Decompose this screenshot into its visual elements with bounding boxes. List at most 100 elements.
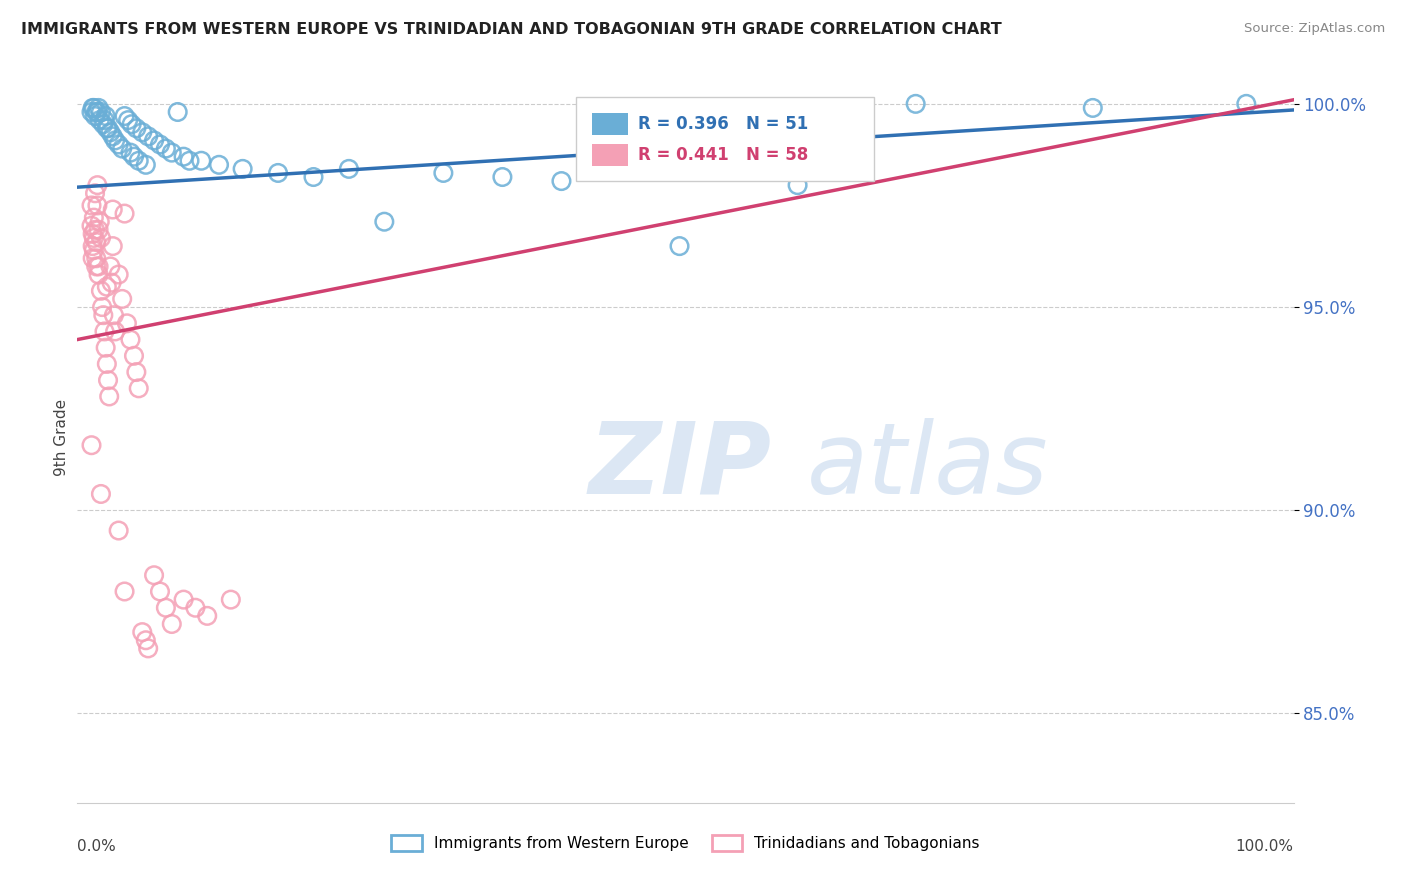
Text: IMMIGRANTS FROM WESTERN EUROPE VS TRINIDADIAN AND TOBAGONIAN 9TH GRADE CORRELATI: IMMIGRANTS FROM WESTERN EUROPE VS TRINID… <box>21 22 1002 37</box>
Point <box>84 235 107 249</box>
Point <box>195 608 218 623</box>
Point <box>82 252 104 266</box>
FancyBboxPatch shape <box>592 144 628 166</box>
Point <box>432 166 454 180</box>
Text: Source: ZipAtlas.com: Source: ZipAtlas.com <box>1244 22 1385 36</box>
Point <box>89 113 111 128</box>
Point <box>93 325 115 339</box>
Point <box>149 584 172 599</box>
Point <box>668 239 690 253</box>
Point <box>96 279 118 293</box>
Point <box>101 202 124 217</box>
Point <box>179 153 201 168</box>
Point <box>160 617 183 632</box>
Point <box>373 215 395 229</box>
Point <box>120 145 142 160</box>
Point <box>136 641 159 656</box>
Point <box>114 109 136 123</box>
Point <box>86 178 108 193</box>
Point <box>101 129 124 144</box>
Point <box>114 584 136 599</box>
Point <box>84 186 107 201</box>
Point <box>786 178 808 193</box>
Point <box>82 227 104 241</box>
Point <box>84 105 107 120</box>
Point <box>128 153 150 168</box>
Point <box>143 568 166 582</box>
Point <box>100 260 122 274</box>
Point <box>90 231 112 245</box>
Point <box>219 592 242 607</box>
Point <box>90 105 112 120</box>
Point <box>91 308 114 322</box>
Text: ZIP: ZIP <box>588 417 770 515</box>
Text: 100.0%: 100.0% <box>1236 839 1294 855</box>
Point <box>190 153 212 168</box>
Point <box>111 142 134 156</box>
Point <box>97 373 120 387</box>
Text: atlas: atlas <box>807 417 1049 515</box>
Point <box>491 169 513 184</box>
Point <box>337 161 360 176</box>
Point <box>125 121 148 136</box>
Point <box>86 105 108 120</box>
Point <box>208 158 231 172</box>
Point <box>100 276 122 290</box>
Point <box>131 125 153 139</box>
Point <box>120 333 142 347</box>
Point <box>104 325 127 339</box>
Point <box>904 96 927 111</box>
Point <box>89 215 111 229</box>
Point <box>82 101 104 115</box>
Point <box>107 268 129 282</box>
Point <box>184 600 207 615</box>
Point <box>114 206 136 220</box>
FancyBboxPatch shape <box>592 113 628 135</box>
Point <box>87 223 110 237</box>
Point <box>550 174 572 188</box>
Text: R = 0.396   N = 51: R = 0.396 N = 51 <box>638 115 808 133</box>
Point <box>166 105 188 120</box>
Point <box>100 125 122 139</box>
Point <box>149 137 172 152</box>
Point <box>90 284 112 298</box>
Point <box>86 198 108 212</box>
Point <box>155 142 177 156</box>
Point <box>96 357 118 371</box>
Point <box>173 150 195 164</box>
Point <box>84 260 107 274</box>
Point <box>115 316 138 330</box>
Point <box>83 101 105 115</box>
Point <box>131 625 153 640</box>
Legend: Immigrants from Western Europe, Trinidadians and Tobagonians: Immigrants from Western Europe, Trinidad… <box>385 830 986 857</box>
Point <box>94 109 117 123</box>
Point <box>104 133 127 147</box>
Point <box>94 341 117 355</box>
Point <box>84 252 107 266</box>
Text: 0.0%: 0.0% <box>77 839 117 855</box>
Point <box>267 166 290 180</box>
Point <box>80 198 103 212</box>
Text: R = 0.441   N = 58: R = 0.441 N = 58 <box>638 145 808 164</box>
Point <box>122 349 145 363</box>
Point <box>135 158 157 172</box>
Point <box>83 243 105 257</box>
FancyBboxPatch shape <box>576 97 875 181</box>
Point <box>87 101 110 115</box>
Point <box>91 300 114 314</box>
Point <box>1081 101 1104 115</box>
Point <box>143 133 166 147</box>
Point <box>84 109 107 123</box>
Point <box>82 239 104 253</box>
Point <box>101 239 124 253</box>
Point <box>135 633 157 648</box>
Point <box>97 121 120 136</box>
Point <box>87 260 110 274</box>
Y-axis label: 9th Grade: 9th Grade <box>53 399 69 475</box>
Point <box>155 600 177 615</box>
Point <box>107 137 129 152</box>
Point <box>107 524 129 538</box>
Point <box>1234 96 1257 111</box>
Point <box>80 438 103 452</box>
Point <box>117 113 139 128</box>
